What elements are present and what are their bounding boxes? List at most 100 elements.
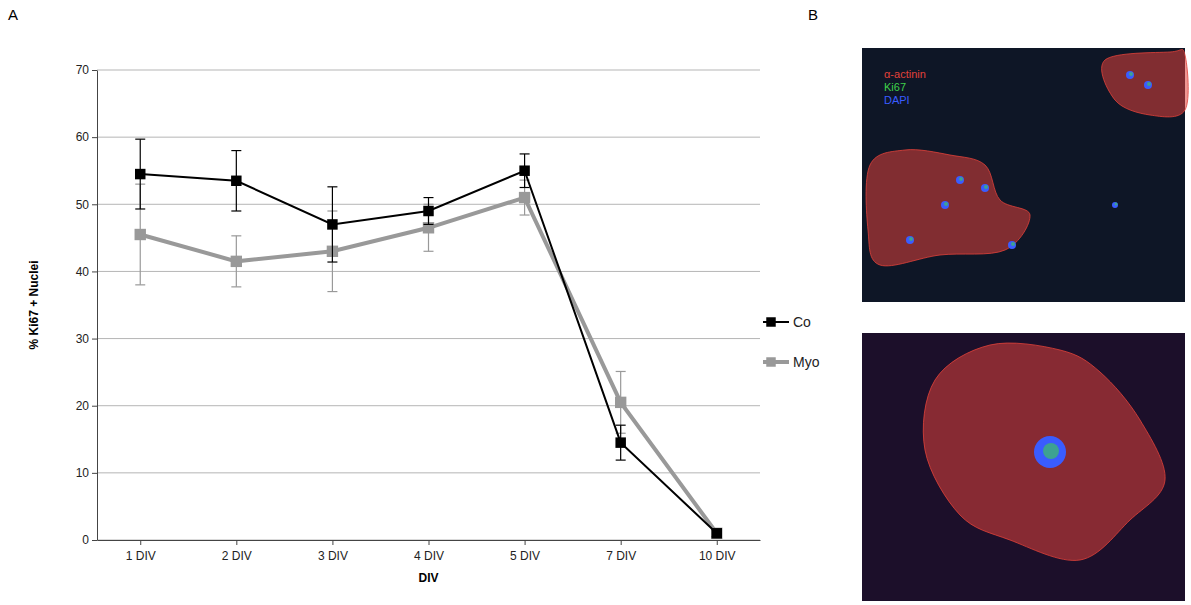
figure: AB0102030405060701 DIV2 DIV3 DIV4 DIV5 D…: [0, 0, 1191, 605]
nucleus: [1034, 436, 1066, 468]
marker: [135, 229, 146, 240]
error-bar-cap: [424, 224, 434, 225]
x-tick-label: 3 DIV: [318, 549, 348, 563]
y-tick-label: 10: [76, 466, 90, 480]
series-line: [140, 198, 717, 534]
nucleus-ki67: [959, 177, 963, 181]
y-tick-mark: [92, 204, 97, 205]
channel-label: Ki67: [884, 81, 906, 93]
error-bar: [327, 187, 337, 262]
legend-item: Myo: [763, 354, 820, 370]
x-tick-label: 1 DIV: [126, 549, 156, 563]
error-bar-cap: [231, 210, 241, 211]
x-tick-mark: [140, 540, 141, 545]
x-tick: 5 DIV: [510, 540, 540, 563]
y-axis: 0 10 20 30 40 50 60 70: [76, 63, 98, 547]
nucleus-ki67: [1129, 72, 1133, 76]
marker: [231, 176, 241, 186]
nucleus-ki67: [1115, 203, 1118, 206]
x-tick-label: 10 DIV: [699, 549, 736, 563]
nucleus-ki67: [1011, 242, 1015, 246]
error-bar-cap: [520, 187, 530, 188]
y-tick: 70: [76, 63, 97, 77]
y-tick-mark: [92, 271, 97, 272]
error-bar-cap: [327, 291, 337, 292]
cell-shape: [1102, 49, 1189, 116]
y-tick: 60: [76, 130, 97, 144]
error-bar: [135, 139, 145, 209]
nucleus: [981, 184, 989, 192]
y-tick-label: 60: [76, 130, 90, 144]
grid-line: [97, 70, 760, 71]
error-bar-cap: [135, 284, 145, 285]
error-bar-cap: [520, 214, 530, 215]
nucleus-ki67: [984, 185, 988, 189]
y-tick-label: 0: [82, 533, 89, 547]
marker: [519, 192, 530, 203]
channel-label: α-actinin: [884, 68, 926, 80]
error-bar: [231, 151, 241, 211]
x-tick-mark: [429, 540, 430, 545]
series-myo: [135, 180, 723, 539]
x-tick: 2 DIV: [222, 540, 252, 563]
error-bar: [424, 204, 434, 251]
cell-shape: [923, 343, 1165, 560]
series-line: [140, 171, 717, 534]
x-tick: 7 DIV: [606, 540, 636, 563]
y-tick-label: 40: [76, 265, 90, 279]
grid-line: [97, 472, 760, 473]
y-tick-mark: [92, 406, 97, 407]
nucleus-ki67: [1147, 82, 1151, 86]
y-tick-label: 30: [76, 332, 90, 346]
channel-label: DAPI: [884, 94, 910, 106]
image-panel: α-actininKi67DAPI: [862, 48, 1188, 601]
marker: [615, 397, 626, 408]
x-tick-label: 5 DIV: [510, 549, 540, 563]
y-tick-label: 50: [76, 198, 90, 212]
y-tick-mark: [92, 137, 97, 138]
error-bar-cap: [616, 371, 626, 372]
nucleus-ki67: [1043, 443, 1059, 459]
error-bar-cap: [135, 139, 145, 140]
legend-label: Co: [793, 314, 811, 330]
grid: [97, 70, 760, 540]
error-bar-cap: [135, 208, 145, 209]
panel-letter: B: [808, 6, 818, 23]
grid-line: [97, 137, 760, 138]
y-tick-label: 20: [76, 399, 90, 413]
error-bar: [231, 236, 241, 287]
x-tick: 10 DIV: [699, 540, 736, 563]
marker: [231, 256, 242, 267]
x-tick-mark: [525, 540, 526, 545]
x-tick-label: 7 DIV: [606, 549, 636, 563]
y-tick: 30: [76, 332, 97, 346]
y-tick-label: 70: [76, 63, 90, 77]
y-tick: 10: [76, 466, 97, 480]
marker: [615, 437, 625, 447]
nucleus-ki67: [909, 237, 913, 241]
legend-swatch-marker: [766, 317, 775, 326]
error-bar-cap: [231, 286, 241, 287]
panel-letter: A: [8, 6, 18, 23]
x-tick-label: 2 DIV: [222, 549, 252, 563]
grid-line: [97, 271, 760, 272]
x-axis-title: DIV: [418, 571, 438, 585]
nucleus: [1144, 81, 1152, 89]
error-bar-cap: [231, 150, 241, 151]
x-tick-mark: [332, 540, 333, 545]
cell-shape: [866, 150, 1030, 266]
error-bar-cap: [616, 425, 626, 426]
y-tick-mark: [92, 540, 97, 541]
error-bar: [616, 371, 626, 433]
y-axis-title: % Ki67 + Nuclei: [27, 260, 41, 349]
nucleus: [941, 201, 949, 209]
x-tick-mark: [717, 540, 718, 545]
error-bar-cap: [520, 153, 530, 154]
nucleus: [906, 236, 914, 244]
marker: [712, 528, 722, 538]
legend-swatch-marker: [766, 357, 775, 366]
series-co: [135, 139, 722, 538]
y-tick: 50: [76, 198, 97, 212]
marker: [519, 165, 529, 175]
grid-line: [97, 338, 760, 339]
